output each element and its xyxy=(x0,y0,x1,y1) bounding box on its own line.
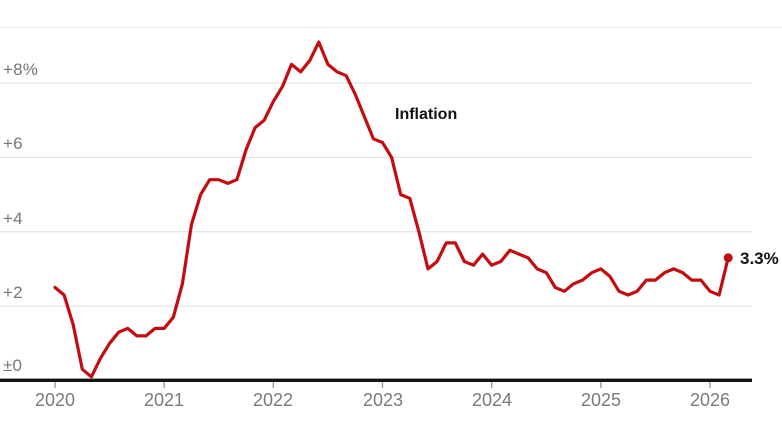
inflation-line xyxy=(53,40,730,379)
y-axis-label: +2 xyxy=(3,283,23,302)
x-axis-label: 2026 xyxy=(689,390,731,410)
y-axis-label: +6 xyxy=(3,134,23,153)
y-axis-label: +4 xyxy=(3,209,23,228)
x-axis-label: 2022 xyxy=(252,390,294,410)
y-axis-label: ±0 xyxy=(3,356,23,375)
y-axis-label: +8% xyxy=(3,60,39,79)
x-axis-label: 2025 xyxy=(580,390,622,410)
x-axis-label: 2024 xyxy=(471,390,513,410)
zero-axis-line xyxy=(0,378,752,382)
x-axis-label: 2021 xyxy=(143,390,185,410)
x-axis-label: 2020 xyxy=(34,390,76,410)
end-point-dot xyxy=(723,253,733,263)
line-annotation-label: Inflation xyxy=(395,106,458,123)
end-value-label: 3.3% xyxy=(740,249,779,268)
x-axis-label: 2023 xyxy=(362,390,404,410)
